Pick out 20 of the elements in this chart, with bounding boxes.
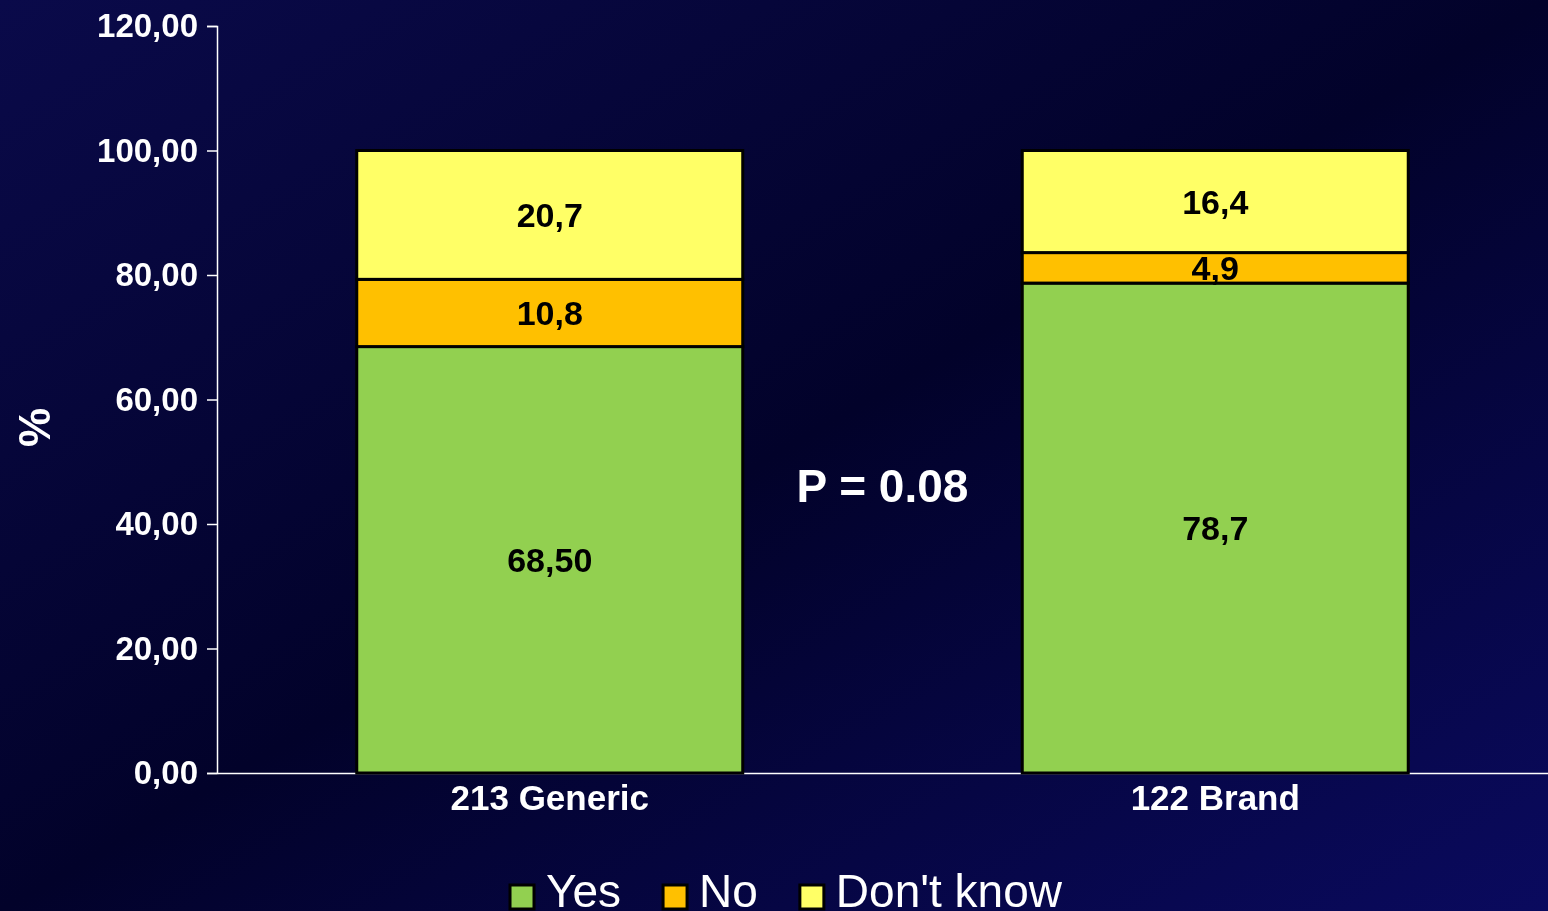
data-label: 20,7 [516,195,583,234]
y-tick-label: 60,00 [115,380,198,418]
legend-label: Don't know [835,865,1063,911]
legend-label: No [699,865,758,911]
y-axis-title: % [10,407,59,448]
legend-label: Yes [546,865,622,911]
x-tick-label: 213 Generic [450,778,649,817]
y-tick-label: 100,00 [97,131,198,169]
data-label: 16,4 [1182,182,1249,221]
data-label: 4,9 [1191,248,1239,287]
x-tick-label: 122 Brand [1130,778,1300,817]
annotation: P = 0.08 [796,460,969,512]
y-tick-label: 20,00 [115,629,198,667]
y-tick-label: 40,00 [115,505,198,543]
data-label: 68,50 [507,540,593,579]
y-tick-label: 0,00 [133,754,198,792]
y-tick-label: 80,00 [115,256,198,294]
y-tick-label: 120,00 [97,7,198,45]
data-label: 10,8 [516,293,583,332]
data-label: 78,7 [1182,509,1249,548]
